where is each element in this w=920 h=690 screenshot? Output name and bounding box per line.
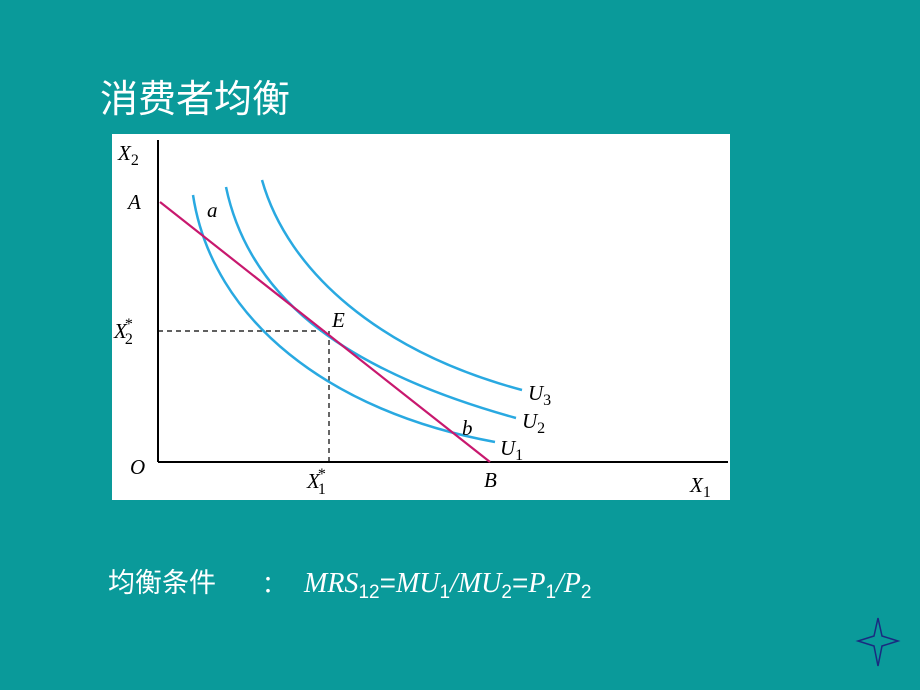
label-sub: 2 <box>537 420 545 437</box>
formula: MRS12=MU1/MU2=P1/P2 <box>303 567 591 603</box>
formula-sub: 2 <box>581 582 592 603</box>
formula-sub: 1 <box>439 582 450 603</box>
formula-part: / <box>554 568 566 599</box>
label-main: U <box>522 409 539 433</box>
point-label: A <box>126 190 141 214</box>
x1-star-label: X* 1 <box>306 466 326 498</box>
label-sub: 2 <box>125 331 133 348</box>
budget-line <box>159 201 491 463</box>
formula-sub: 1 <box>545 582 556 603</box>
y-axis-label: X2 <box>117 141 139 169</box>
point-label: b <box>462 416 473 440</box>
x2-star-label: X* 2 <box>113 316 133 348</box>
formula-part: = <box>380 567 396 598</box>
label-main: X <box>113 319 128 343</box>
formula-part: = <box>512 567 528 598</box>
origin-label: O <box>130 455 145 479</box>
indifference-curve-u2 <box>224 186 517 420</box>
label-sup: * <box>125 316 133 333</box>
condition-colon: ： <box>262 570 286 598</box>
x-axis-label: X1 <box>689 473 711 501</box>
label-main: X <box>689 473 704 497</box>
label-main: U <box>528 381 545 405</box>
condition-label: 均衡条件 <box>108 568 216 599</box>
formula-part: MU <box>395 568 441 599</box>
label-main: X <box>117 141 132 165</box>
formula-part: / <box>448 568 460 599</box>
formula-part: P <box>563 568 581 599</box>
formula-part: MRS <box>303 568 358 599</box>
point-label: E <box>331 308 345 332</box>
title: 消费者均衡 <box>100 77 290 121</box>
nav-star-icon[interactable] <box>855 617 901 667</box>
formula-sub: 12 <box>358 582 379 603</box>
point-label: a <box>207 198 218 222</box>
label-sub: 1 <box>318 481 326 498</box>
label-main: U <box>500 436 517 460</box>
formula-part: MU <box>457 568 503 599</box>
indifference-curve-u3 <box>260 179 523 392</box>
label-main: X <box>306 469 321 493</box>
label-sub: 1 <box>515 447 523 464</box>
formula-sub: 2 <box>501 582 512 603</box>
formula-part: P <box>527 568 545 599</box>
label-sub: 2 <box>131 152 139 169</box>
curve-label: U3 <box>528 381 551 409</box>
label-sup: * <box>318 466 326 483</box>
curve-label: U2 <box>522 409 545 437</box>
curve-label: U1 <box>500 436 523 464</box>
diagram-panel <box>112 134 730 500</box>
point-label: B <box>484 468 497 492</box>
indifference-curve-u1 <box>191 194 496 444</box>
label-sub: 3 <box>543 392 551 409</box>
label-sub: 1 <box>703 484 711 501</box>
